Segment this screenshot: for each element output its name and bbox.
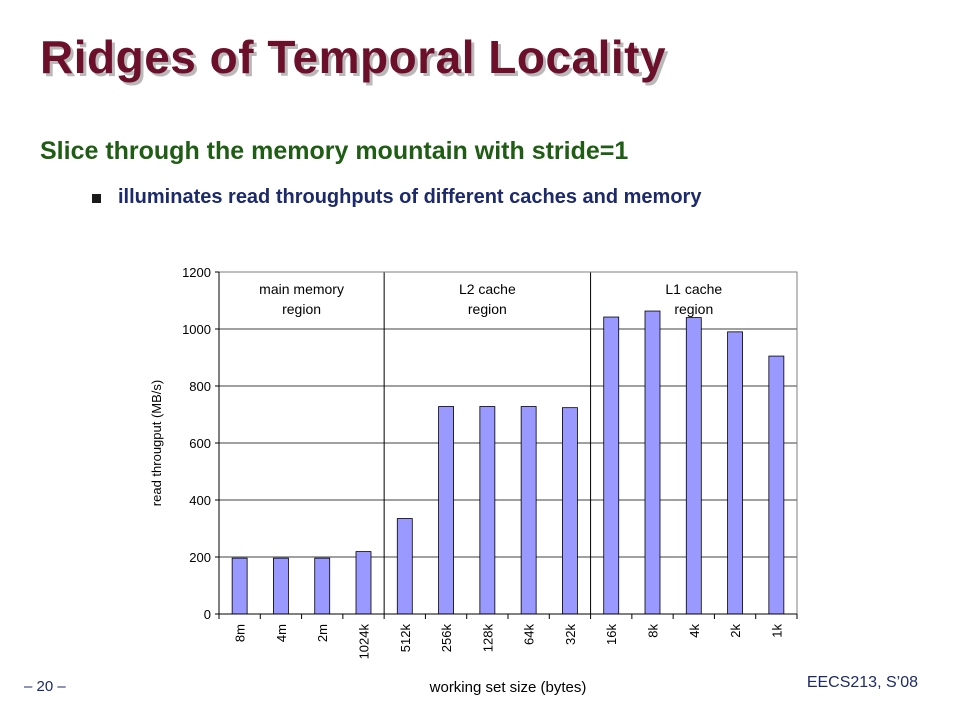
bar-256k xyxy=(438,406,454,615)
bar-32k xyxy=(562,407,578,615)
y-tick-label: 600 xyxy=(189,436,211,451)
y-tick-label: 1200 xyxy=(182,265,211,280)
bar-4k xyxy=(685,317,702,615)
bar-8k xyxy=(644,310,661,615)
bar-16k xyxy=(603,316,620,615)
slide-title: Ridges of Temporal Locality xyxy=(40,31,667,83)
x-tick-label: 2k xyxy=(728,624,743,638)
x-tick-label: 8m xyxy=(233,624,248,642)
bar-64k xyxy=(520,406,537,615)
region-label: region xyxy=(282,301,321,317)
course-label: EECS213, S’08 xyxy=(806,674,918,691)
bar-2k xyxy=(727,331,743,615)
x-tick-label: 8k xyxy=(646,624,661,638)
y-tick-label: 0 xyxy=(204,607,211,622)
x-axis-title: working set size (bytes) xyxy=(429,679,587,696)
y-tick-label: 400 xyxy=(189,493,211,508)
bar-1024k xyxy=(355,551,372,615)
x-tick-label: 16k xyxy=(604,624,619,645)
x-tick-label: 4k xyxy=(687,624,702,638)
bar-512k xyxy=(396,518,413,615)
y-axis-title: read througput (MB/s) xyxy=(149,380,164,506)
bar-8m xyxy=(231,557,248,615)
axes xyxy=(215,271,798,619)
bar-128k xyxy=(479,406,496,615)
x-tick-label: 1024k xyxy=(357,624,372,660)
axis-labels: 0 200 400 600 800 1000 1200 8m 4m 2m 1024k 512k 256k… xyxy=(182,265,784,659)
x-tick-label: 512k xyxy=(398,624,413,653)
x-tick-label: 64k xyxy=(522,624,537,645)
bar-4m xyxy=(273,557,289,615)
y-tick-label: 800 xyxy=(189,379,211,394)
region-label: region xyxy=(468,301,507,317)
bullet-text: illuminates read throughputs of differen… xyxy=(118,186,702,208)
region-label: region xyxy=(674,301,713,317)
slide-subtitle: Slice through the memory mountain with s… xyxy=(40,137,629,165)
x-tick-label: 128k xyxy=(480,624,495,653)
bar-1k xyxy=(768,355,785,615)
page-number: – 20 – xyxy=(24,678,66,695)
bullet-item: illuminates read throughputs of differen… xyxy=(92,183,812,211)
region-dividers xyxy=(383,272,592,614)
bar-2m xyxy=(314,557,331,615)
y-tick-label: 200 xyxy=(189,550,211,565)
x-tick-label: 256k xyxy=(439,624,454,653)
x-tick-label: 2m xyxy=(315,624,330,642)
region-label: L2 cache xyxy=(459,281,516,297)
x-tick-label: 1k xyxy=(769,624,784,638)
x-tick-label: 4m xyxy=(274,624,289,642)
square-bullet-icon xyxy=(92,194,101,203)
x-tick-label: 32k xyxy=(563,624,578,645)
region-label: L1 cache xyxy=(665,281,722,297)
bars xyxy=(231,310,785,615)
y-tick-label: 1000 xyxy=(182,322,211,337)
region-label: main memory xyxy=(259,281,344,297)
